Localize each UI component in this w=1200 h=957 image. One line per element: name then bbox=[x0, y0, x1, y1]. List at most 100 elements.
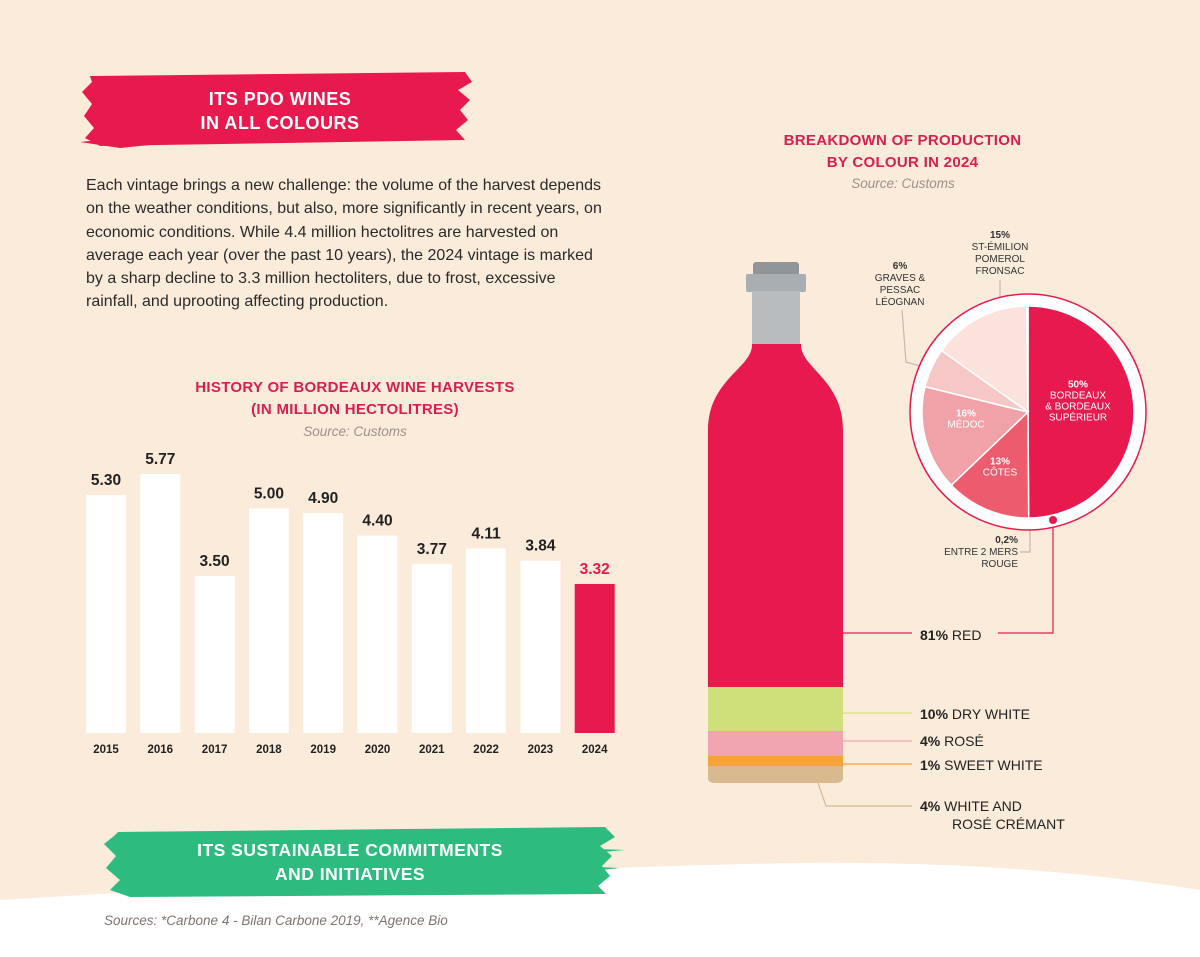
segment-label-rose: 4% ROSÉ bbox=[920, 732, 984, 750]
bar-value-2015: 5.30 bbox=[91, 472, 121, 489]
year-label-2016: 2016 bbox=[148, 744, 174, 756]
pie-label-entre-2-mers-line2: ROUGE bbox=[981, 559, 1018, 570]
segment-label-rose-name: ROSÉ bbox=[944, 733, 984, 749]
pie-label-graves-line3: LÉOGNAN bbox=[875, 297, 925, 308]
bar-2019 bbox=[303, 513, 344, 733]
pie-label-st-emilion-line1: ST-ÉMILION bbox=[971, 242, 1029, 253]
pie-inner-label-2-0: 16% bbox=[956, 409, 976, 420]
year-label-2022: 2022 bbox=[473, 744, 499, 756]
bottle-segment-2 bbox=[708, 731, 843, 756]
pie-inner-label-0-3: SUPÉRIEUR bbox=[1049, 411, 1107, 424]
header-brush-stroke bbox=[80, 72, 472, 148]
pie-slice-5 bbox=[1025, 305, 1029, 413]
footer-title: ITS SUSTAINABLE COMMITMENTS AND INITIATI… bbox=[140, 838, 560, 886]
connector-cremant bbox=[817, 782, 912, 807]
pie-label-graves-line2: PESSAC bbox=[879, 285, 921, 296]
segment-label-sweet-white-name: SWEET WHITE bbox=[944, 757, 1043, 773]
pie-label-entre-2-mers-pct: 0,2% bbox=[995, 535, 1018, 546]
pie-label-graves-pct: 6% bbox=[892, 261, 908, 272]
bar-value-2019: 4.90 bbox=[308, 490, 338, 507]
segment-label-sweet-white: 1% SWEET WHITE bbox=[920, 756, 1043, 774]
pie-label-st-emilion-line2: POMEROL bbox=[974, 254, 1025, 265]
harvest-bar-chart: 5.30 2015 5.77 2016 3.50 2017 5.00 2018 4.90 2019… bbox=[86, 451, 615, 756]
intro-paragraph: Each vintage brings a new challenge: the… bbox=[86, 177, 602, 311]
segment-label-cremant: 4% WHITE AND ROSÉ CRÉMANT bbox=[920, 797, 1065, 833]
pie-inner-label-1-1: CÔTES bbox=[983, 466, 1018, 479]
breakdown-title-line1: BREAKDOWN OF PRODUCTION bbox=[783, 132, 1022, 149]
bar-2023 bbox=[520, 560, 561, 733]
bar-2016 bbox=[140, 474, 181, 733]
bar-2020 bbox=[357, 535, 398, 733]
footer-brush-stroke bbox=[104, 827, 625, 897]
pie-inner-label-0-0: 50% bbox=[1068, 380, 1088, 391]
pie-inner-label-1-0: 13% bbox=[990, 457, 1010, 468]
bar-2021 bbox=[411, 563, 452, 733]
bar-2015 bbox=[86, 495, 126, 733]
bar-chart-title-line2: (IN MILLION HECTOLITRES) bbox=[251, 401, 459, 418]
segment-label-rose-pct: 4% bbox=[920, 733, 941, 749]
year-label-2017: 2017 bbox=[202, 744, 228, 756]
bottle-segment-4 bbox=[708, 766, 843, 783]
year-label-2023: 2023 bbox=[528, 744, 554, 756]
pie-slice-1 bbox=[950, 410, 1030, 519]
pie-inner-label-0-2: & BORDEAUX bbox=[1045, 402, 1111, 413]
bar-chart-title: HISTORY OF BORDEAUX WINE HARVESTS (IN MI… bbox=[130, 377, 580, 421]
header-title: ITS PDO WINES IN ALL COLOURS bbox=[120, 87, 440, 135]
pie-slice-2 bbox=[921, 385, 1030, 487]
connector-red-to-pie bbox=[998, 520, 1054, 634]
year-label-2024: 2024 bbox=[582, 744, 608, 756]
segment-label-cremant-name2: ROSÉ CRÉMANT bbox=[952, 816, 1065, 832]
pie-label-graves-line1: GRAVES & bbox=[874, 273, 926, 284]
year-label-2021: 2021 bbox=[419, 744, 445, 756]
bar-value-2024: 3.32 bbox=[580, 561, 610, 578]
bottle-neck-foil bbox=[752, 291, 800, 344]
bar-value-2016: 5.77 bbox=[145, 451, 175, 468]
bar-value-2021: 3.77 bbox=[417, 541, 447, 558]
pie-marker-dot bbox=[1049, 516, 1057, 524]
pie-label-entre-2-mers-line1: ENTRE 2 MERS bbox=[944, 547, 1018, 558]
bar-value-2020: 4.40 bbox=[362, 512, 392, 529]
pie-label-st-emilion-line3: FRONSAC bbox=[975, 266, 1025, 277]
segment-label-dry-white: 10% DRY WHITE bbox=[920, 705, 1030, 723]
year-label-2020: 2020 bbox=[365, 744, 391, 756]
pie-inner-label-2-1: MÉDOC bbox=[947, 418, 984, 431]
bar-value-2022: 4.11 bbox=[471, 526, 501, 543]
bottle-cap bbox=[746, 274, 806, 292]
pie-slice-4 bbox=[940, 305, 1029, 414]
year-label-2015: 2015 bbox=[93, 744, 119, 756]
pie-inner-label-0-1: BORDEAUX bbox=[1050, 391, 1106, 402]
sources-note: Sources: *Carbone 4 - Bilan Carbone 2019… bbox=[104, 913, 448, 928]
header-line-1: ITS PDO WINES bbox=[208, 89, 352, 109]
segment-label-red-name: RED bbox=[951, 627, 982, 643]
footer-line-2: AND INITIATIVES bbox=[274, 864, 426, 884]
year-label-2019: 2019 bbox=[310, 744, 336, 756]
segment-label-dry-white-name: DRY WHITE bbox=[951, 706, 1030, 722]
breakdown-title-line2: BY COLOUR IN 2024 bbox=[826, 154, 979, 171]
bar-2018 bbox=[248, 508, 289, 733]
segment-label-red-pct: 81% bbox=[920, 627, 949, 643]
bottle-segment-1 bbox=[708, 687, 843, 731]
bar-2022 bbox=[466, 548, 507, 733]
breakdown-title: BREAKDOWN OF PRODUCTION BY COLOUR IN 202… bbox=[730, 130, 1075, 174]
pie-label-st-emilion: 15% ST-ÉMILION POMEROL FRONSAC bbox=[955, 230, 1045, 278]
pie-label-entre-2-mers: 0,2% ENTRE 2 MERS ROUGE bbox=[898, 535, 1018, 571]
bar-2024 bbox=[574, 583, 615, 733]
year-label-2018: 2018 bbox=[256, 744, 282, 756]
segment-label-red: 81% RED bbox=[920, 626, 981, 644]
bar-value-2023: 3.84 bbox=[525, 538, 556, 555]
bottle-segment-3 bbox=[708, 756, 843, 766]
bar-2017 bbox=[194, 575, 235, 733]
segment-label-cremant-pct: 4% bbox=[920, 798, 941, 814]
pie-label-graves: 6% GRAVES & PESSAC LÉOGNAN bbox=[860, 261, 940, 309]
header-line-2: IN ALL COLOURS bbox=[200, 113, 360, 133]
pie-label-st-emilion-pct: 15% bbox=[989, 230, 1010, 241]
segment-label-dry-white-pct: 10% bbox=[920, 706, 949, 722]
segment-label-sweet-white-pct: 1% bbox=[920, 757, 941, 773]
footer-line-1: ITS SUSTAINABLE COMMITMENTS bbox=[197, 840, 503, 860]
bar-chart-title-line1: HISTORY OF BORDEAUX WINE HARVESTS bbox=[195, 379, 515, 396]
bar-value-2017: 3.50 bbox=[200, 553, 230, 570]
bar-value-2018: 5.00 bbox=[254, 486, 284, 503]
pie-slice-0 bbox=[1027, 305, 1135, 519]
